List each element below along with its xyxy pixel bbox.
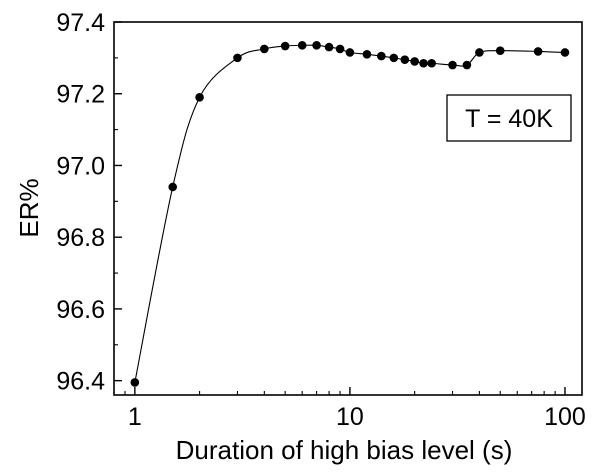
y-tick-label: 96.6 [56, 296, 105, 324]
plot-frame [113, 21, 583, 396]
data-point [297, 41, 307, 50]
data-point [233, 53, 242, 63]
data-point [312, 41, 321, 50]
x-tick-label: 10 [336, 403, 364, 431]
data-point [560, 48, 570, 57]
annotation-text: T = 40K [465, 105, 553, 133]
data-point [410, 57, 419, 66]
annotation-box [446, 94, 572, 142]
y-tick-label: 96.8 [56, 224, 105, 252]
x-tick-label: 1 [128, 403, 142, 431]
data-point [260, 44, 269, 54]
data-point [324, 42, 334, 52]
data-point [495, 46, 505, 55]
y-tick-label: 96.4 [56, 368, 105, 396]
data-point [475, 48, 484, 57]
data-point [130, 378, 140, 387]
y-tick-label: 97.0 [56, 152, 105, 180]
axis-ticks [113, 21, 566, 395]
data-point [168, 182, 178, 192]
y-axis-label: ER% [14, 178, 44, 237]
x-axis-label: Duration of high bias level (s) [176, 435, 513, 465]
data-point [362, 49, 372, 59]
data-point [195, 93, 204, 102]
x-tick-label: 100 [544, 403, 586, 431]
data-point [462, 60, 472, 70]
data-point [377, 51, 386, 61]
data-point [389, 53, 399, 63]
data-point [419, 58, 428, 68]
y-tick-label: 97.4 [56, 9, 105, 37]
data-point [345, 48, 355, 57]
data-point [400, 55, 410, 64]
data-point [448, 60, 457, 70]
tick-labels: 1 10 100 96.4 96.6 96.8 97.0 97.2 97.4 [56, 9, 586, 431]
y-tick-label: 97.2 [56, 81, 105, 109]
data-points [130, 41, 570, 387]
data-point [280, 41, 290, 51]
data-point [427, 58, 436, 68]
data-point [533, 47, 543, 56]
data-point [335, 44, 345, 54]
